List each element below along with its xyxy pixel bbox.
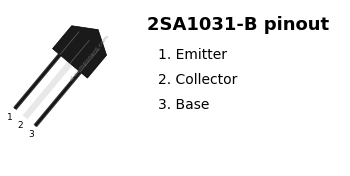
Text: 1. Emitter: 1. Emitter	[158, 48, 226, 62]
Text: 2SA1031-B pinout: 2SA1031-B pinout	[147, 16, 329, 34]
Text: 2: 2	[18, 121, 23, 130]
Polygon shape	[52, 26, 106, 78]
Text: 3. Base: 3. Base	[158, 98, 209, 112]
Text: 1: 1	[7, 113, 13, 122]
Text: 3: 3	[28, 130, 34, 139]
Text: el-component.com: el-component.com	[68, 34, 110, 82]
Text: 2. Collector: 2. Collector	[158, 73, 237, 87]
